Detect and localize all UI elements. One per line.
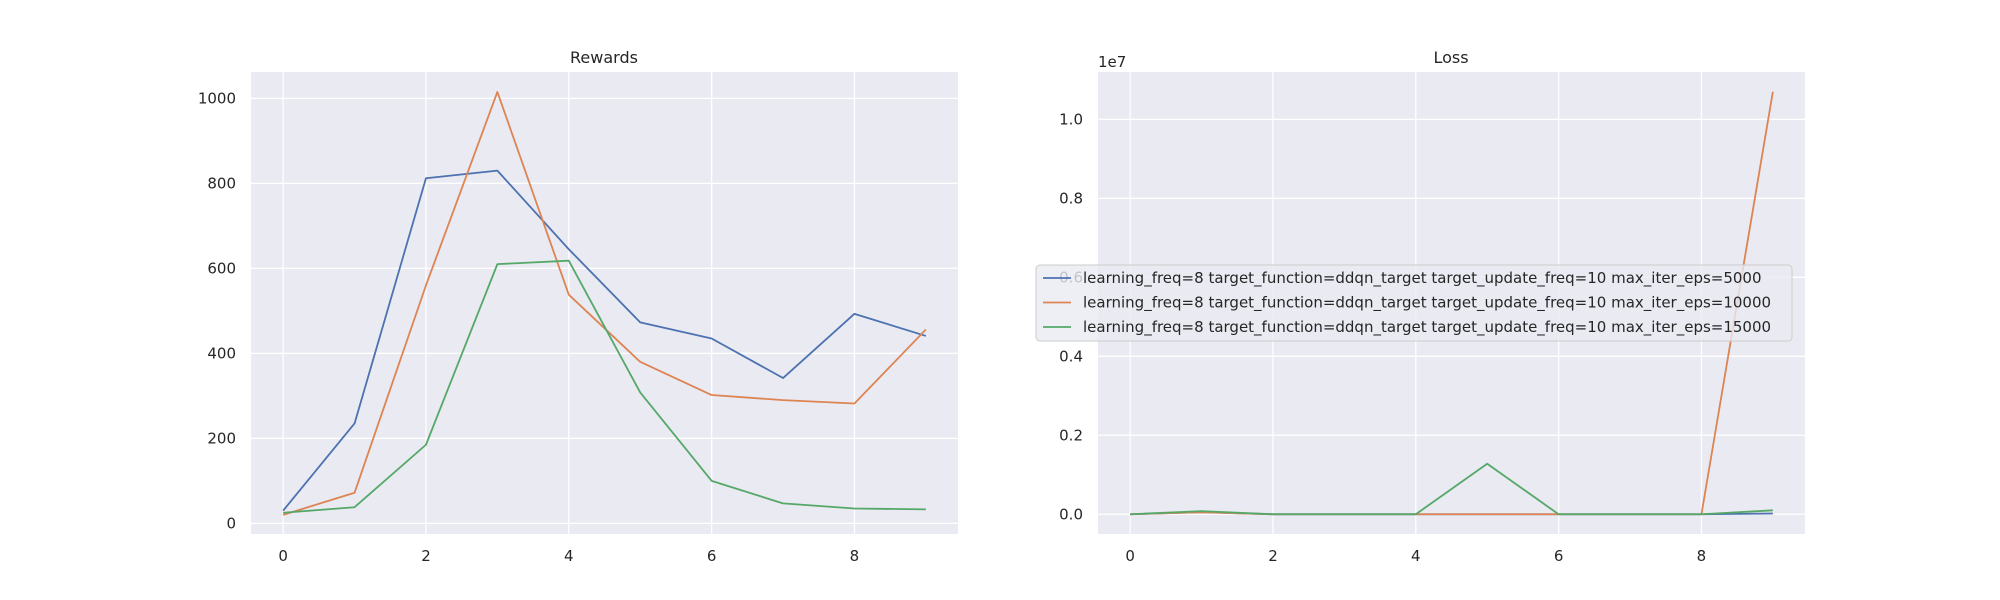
y-tick-label: 1.0 <box>1059 110 1083 128</box>
legend-label: learning_freq=8 target_function=ddqn_tar… <box>1083 318 1771 337</box>
y-tick-label: 200 <box>207 429 236 447</box>
y-tick-label: 0.4 <box>1059 347 1083 365</box>
series-line <box>1130 462 1773 516</box>
legend-box <box>1035 264 1793 342</box>
chart-title: Rewards <box>570 48 638 67</box>
series-line <box>283 259 926 514</box>
legend: learning_freq=8 target_function=ddqn_tar… <box>1035 264 1793 342</box>
y-tick-label: 0.2 <box>1059 426 1083 444</box>
x-tick-label: 8 <box>1697 547 1707 565</box>
x-tick-label: 2 <box>1268 547 1278 565</box>
y-tick-label: 600 <box>207 259 236 277</box>
x-tick-label: 6 <box>1554 547 1564 565</box>
x-tick-label: 4 <box>1411 547 1421 565</box>
plot-background <box>251 72 958 534</box>
series-line <box>282 169 927 512</box>
x-tick-label: 2 <box>421 547 431 565</box>
y-tick-label: 400 <box>207 344 236 362</box>
y-tick-label: 0 <box>226 514 236 532</box>
x-tick-label: 8 <box>850 547 860 565</box>
y-tick-label: 1000 <box>198 89 236 107</box>
x-tick-label: 4 <box>564 547 574 565</box>
y-tick-label: 0.0 <box>1059 505 1083 523</box>
legend-label: learning_freq=8 target_function=ddqn_tar… <box>1083 294 1771 313</box>
chart-title: Loss <box>1433 48 1468 67</box>
y-tick-label: 0.8 <box>1059 189 1083 207</box>
offset-text: 1e7 <box>1098 53 1126 71</box>
x-tick-label: 6 <box>707 547 717 565</box>
x-tick-label: 0 <box>278 547 288 565</box>
x-tick-label: 0 <box>1125 547 1135 565</box>
y-tick-label: 800 <box>207 174 236 192</box>
rewards-chart: Rewards 0 2 4 6 8 0 200 400 600 800 1000 <box>198 48 958 565</box>
legend-label: learning_freq=8 target_function=ddqn_tar… <box>1083 269 1762 288</box>
loss-chart: Loss 1e7 024680.00.20.40.60.81.0learning… <box>1035 48 1805 565</box>
